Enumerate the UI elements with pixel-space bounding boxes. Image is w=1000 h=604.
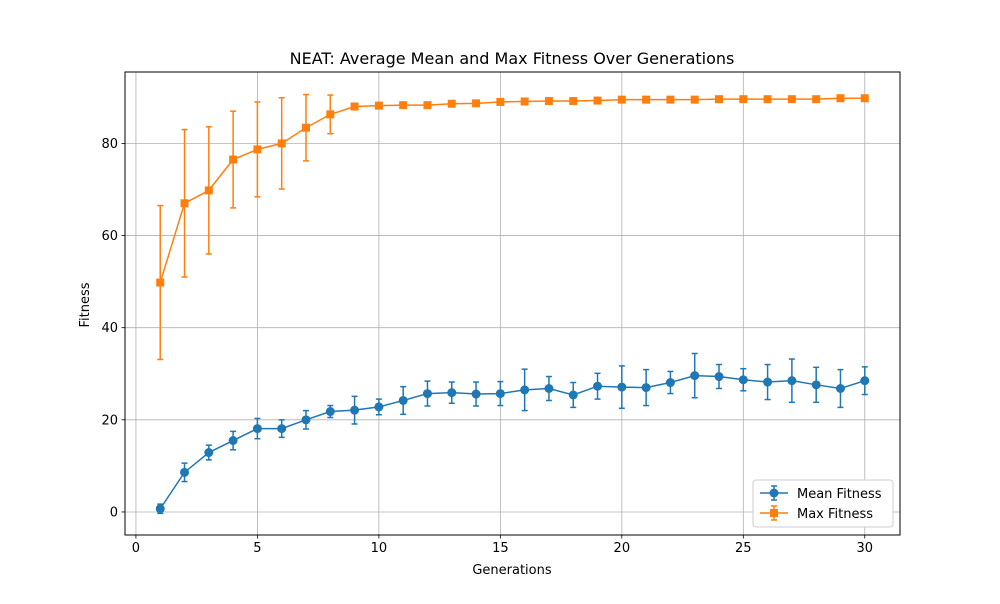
series-mean-fitness (155, 352, 870, 515)
data-point (253, 145, 262, 154)
data-point (520, 385, 530, 395)
data-point (495, 389, 505, 399)
legend-label-max-fitness: Max Fitness (797, 507, 873, 522)
data-point (423, 101, 432, 110)
legend-marker-mean (769, 488, 779, 498)
plot-frame (124, 71, 901, 536)
data-point (666, 95, 675, 104)
data-point (520, 97, 529, 106)
data-point (836, 94, 845, 103)
y-tick-label: 60 (101, 229, 118, 244)
data-point (568, 390, 578, 400)
data-point (204, 448, 214, 458)
data-point (593, 381, 603, 391)
data-point (690, 371, 700, 381)
data-point (811, 380, 821, 390)
data-point (471, 389, 481, 399)
series-max-fitness (156, 93, 869, 361)
axis-ticks: 0 5 10 15 20 25 30 0 20 40 60 80 (101, 137, 873, 556)
data-point (447, 388, 457, 398)
chart-title: NEAT: Average Mean and Max Fitness Over … (290, 49, 735, 68)
data-point (715, 95, 724, 104)
data-point (641, 383, 651, 393)
data-point (228, 436, 238, 446)
data-point (374, 101, 383, 110)
data-point (738, 375, 748, 385)
data-point (301, 123, 310, 132)
data-point (350, 102, 359, 111)
data-point (204, 186, 213, 195)
x-tick-label: 20 (614, 541, 631, 556)
data-point (763, 95, 772, 104)
data-point (399, 101, 408, 110)
data-point (665, 378, 675, 388)
data-point (447, 99, 456, 108)
data-point (544, 383, 554, 393)
legend-box (752, 479, 894, 528)
y-tick-label: 80 (101, 137, 118, 152)
data-point (301, 415, 311, 425)
data-point (277, 139, 286, 148)
data-point (156, 278, 165, 287)
legend-entry-mean-fitness: Mean Fitness (760, 485, 882, 502)
data-point (860, 94, 869, 103)
x-axis-label: Generations (472, 563, 552, 578)
legend-marker-max (770, 509, 778, 517)
data-point (326, 110, 335, 119)
data-point (739, 95, 748, 104)
data-point (374, 402, 384, 412)
data-point (544, 97, 553, 106)
data-point (617, 382, 627, 392)
data-point (860, 376, 870, 386)
data-point (422, 389, 432, 399)
grid-lines (125, 72, 900, 535)
legend-label-mean-fitness: Mean Fitness (797, 487, 882, 502)
data-point (787, 95, 796, 104)
x-tick-label: 0 (132, 541, 140, 556)
data-point (690, 95, 699, 104)
data-point (155, 504, 165, 514)
data-point (325, 407, 335, 417)
x-tick-label: 25 (735, 541, 752, 556)
data-series (155, 93, 870, 515)
y-tick-label: 0 (110, 505, 118, 520)
y-axis-label: Fitness (78, 282, 93, 327)
legend: Mean Fitness Max Fitness (752, 479, 894, 528)
data-point (593, 96, 602, 105)
data-point (642, 95, 651, 104)
x-tick-label: 15 (492, 541, 509, 556)
data-point (496, 97, 505, 106)
data-point (350, 405, 360, 415)
x-tick-label: 30 (856, 541, 873, 556)
data-point (812, 95, 821, 104)
data-point (180, 467, 190, 477)
x-tick-label: 5 (253, 541, 261, 556)
data-point (569, 97, 578, 106)
y-tick-label: 20 (101, 413, 118, 428)
data-point (252, 424, 262, 434)
data-point (180, 199, 189, 208)
data-point (714, 372, 724, 382)
data-point (472, 99, 481, 108)
y-tick-label: 40 (101, 321, 118, 336)
series-line (159, 97, 865, 283)
data-point (398, 395, 408, 405)
data-point (617, 95, 626, 104)
data-point (835, 383, 845, 393)
x-tick-label: 10 (371, 541, 388, 556)
data-point (787, 376, 797, 386)
data-point (763, 377, 773, 387)
data-point (229, 155, 238, 164)
data-point (277, 424, 287, 434)
legend-entry-max-fitness: Max Fitness (760, 505, 873, 522)
